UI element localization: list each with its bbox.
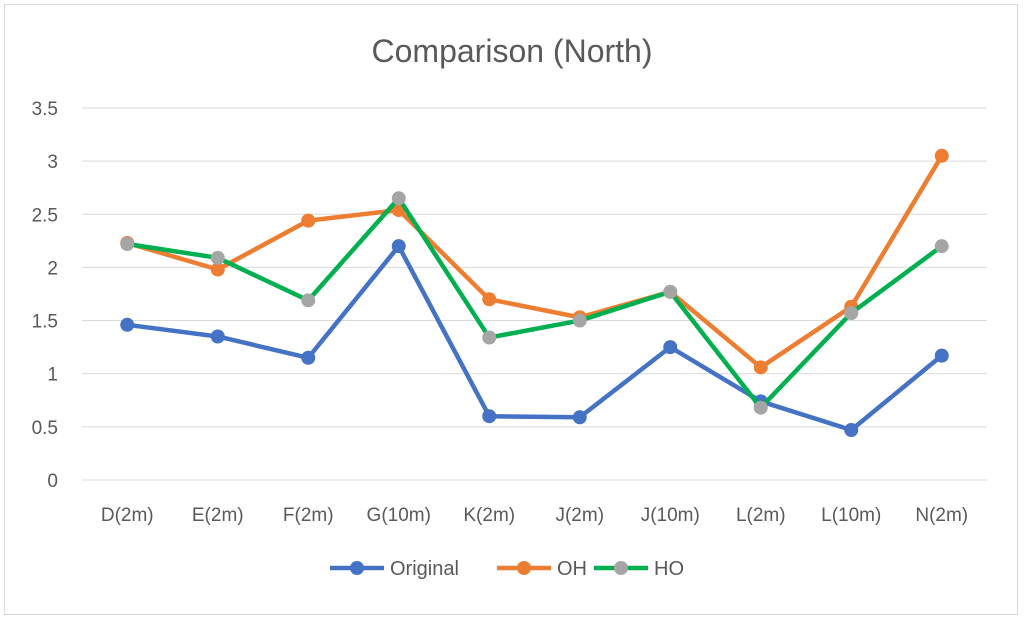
x-axis-ticks: D(2m) E(2m) F(2m) G(10m) K(2m) J(2m) J(10m) L(2…: [101, 505, 968, 526]
y-tick-label: 2: [47, 258, 58, 279]
data-point: [482, 330, 497, 345]
data-point: [120, 237, 135, 252]
y-tick-label: 1: [47, 365, 58, 386]
legend-item-oh: OH: [497, 558, 587, 580]
data-point: [301, 350, 316, 365]
series-original: [120, 239, 949, 438]
x-tick-label: J(2m): [555, 505, 604, 526]
data-point: [663, 340, 678, 355]
legend: Original OH HO: [330, 558, 684, 580]
data-point: [482, 292, 497, 307]
x-tick-label: L(10m): [821, 505, 881, 526]
x-tick-label: D(2m): [101, 505, 154, 526]
data-point: [663, 284, 678, 299]
data-point: [301, 293, 316, 308]
data-point: [391, 239, 406, 254]
data-point: [120, 317, 135, 332]
data-point: [753, 400, 768, 415]
legend-marker: [517, 561, 531, 575]
y-tick-label: 0.5: [32, 418, 58, 439]
data-point: [210, 250, 225, 265]
x-tick-label: G(10m): [367, 505, 431, 526]
legend-label: OH: [557, 558, 587, 580]
data-point: [572, 410, 587, 425]
data-point: [844, 423, 859, 438]
series-group: [120, 148, 949, 438]
data-point: [210, 262, 225, 277]
data-point: [934, 239, 949, 254]
x-tick-label: L(2m): [736, 505, 786, 526]
y-tick-label: 1.5: [32, 312, 58, 333]
legend-item-original: Original: [330, 558, 459, 580]
data-point: [934, 348, 949, 363]
legend-label: Original: [390, 558, 459, 580]
data-point: [301, 213, 316, 228]
x-tick-label: J(10m): [641, 505, 700, 526]
data-point: [934, 148, 949, 163]
y-tick-label: 3.5: [32, 99, 58, 120]
legend-marker: [614, 561, 628, 575]
data-point: [210, 329, 225, 344]
y-tick-label: 0: [47, 471, 58, 492]
data-point: [482, 409, 497, 424]
legend-marker: [350, 561, 364, 575]
data-point: [844, 306, 859, 321]
legend-item-ho: HO: [594, 558, 684, 580]
x-tick-label: F(2m): [283, 505, 334, 526]
legend-label: HO: [654, 558, 684, 580]
series-line: [125, 243, 944, 433]
series-line: [125, 196, 944, 410]
series-line: [125, 153, 944, 370]
data-point: [753, 360, 768, 375]
data-point: [572, 313, 587, 328]
data-point: [391, 191, 406, 206]
y-tick-label: 3: [47, 152, 58, 173]
series-ho: [120, 191, 949, 415]
y-tick-label: 2.5: [32, 205, 58, 226]
y-axis-ticks: 0 0.5 1 1.5 2 2.5 3 3.5: [32, 99, 58, 492]
x-tick-label: K(2m): [463, 505, 515, 526]
x-tick-label: E(2m): [192, 505, 244, 526]
x-tick-label: N(2m): [915, 505, 968, 526]
chart-title: Comparison (North): [372, 33, 653, 69]
